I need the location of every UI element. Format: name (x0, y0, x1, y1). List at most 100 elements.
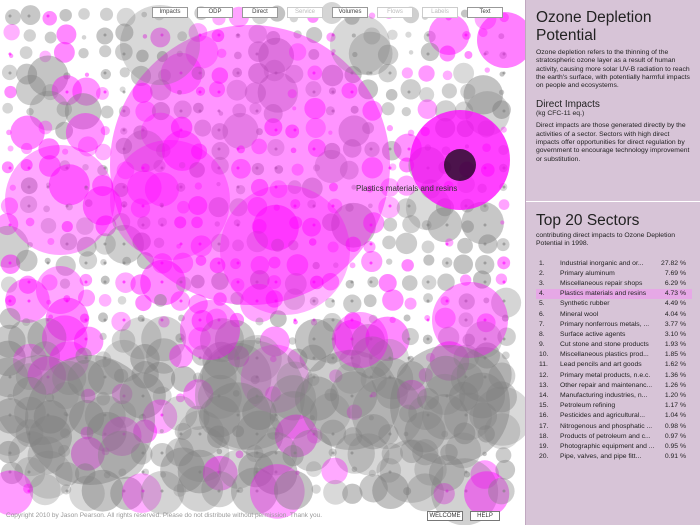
sector-bubble[interactable] (141, 413, 145, 417)
sector-bubble[interactable] (51, 381, 79, 410)
sector-bubble[interactable] (265, 386, 281, 402)
sector-bubble[interactable] (302, 217, 321, 237)
sector-bubble[interactable] (178, 314, 185, 322)
sector-bubble[interactable] (267, 275, 282, 290)
sector-bubble[interactable] (440, 443, 458, 462)
sector-bubble[interactable] (473, 270, 492, 289)
sector-bubble[interactable] (495, 459, 516, 480)
sector-bubble[interactable] (408, 395, 443, 430)
sector-bubble[interactable] (363, 212, 385, 234)
sector-bubble[interactable] (130, 274, 151, 295)
sector-bubble[interactable] (255, 166, 259, 170)
sector-bubble[interactable] (236, 261, 240, 265)
sector-bubble[interactable] (195, 340, 305, 450)
sector-bubble[interactable] (121, 473, 162, 514)
sector-bubble[interactable] (246, 230, 269, 253)
sector-bubble[interactable] (188, 196, 208, 216)
sector-bubble[interactable] (136, 49, 149, 63)
sector-bubble[interactable] (177, 465, 224, 512)
sector-bubble[interactable] (350, 299, 354, 303)
sector-bubble[interactable] (453, 422, 476, 445)
sector-bubble[interactable] (263, 59, 286, 82)
sector-bubble[interactable] (331, 90, 335, 94)
sector-bubble[interactable] (144, 172, 180, 207)
text-button[interactable]: Text (467, 7, 503, 18)
sector-bubble[interactable] (331, 49, 336, 54)
sector-bubble[interactable] (229, 312, 245, 328)
sector-bubble[interactable] (198, 71, 202, 75)
sector-bubble[interactable] (274, 414, 318, 458)
sector-bubble[interactable] (51, 75, 82, 106)
sector-bubble[interactable] (325, 106, 336, 116)
sector-bubble[interactable] (287, 89, 297, 99)
sector-bubble[interactable] (428, 13, 470, 56)
sector-bubble[interactable] (236, 489, 240, 493)
sector-bubble[interactable] (248, 41, 269, 62)
sector-bubble[interactable] (111, 383, 133, 405)
sector-bubble[interactable] (151, 102, 171, 121)
sector-bubble[interactable] (10, 115, 45, 150)
sector-bubble[interactable] (103, 90, 107, 94)
sector-bubble[interactable] (76, 236, 97, 257)
sector-bubble[interactable] (308, 48, 320, 60)
sector-bubble[interactable] (469, 402, 498, 430)
sector-bubble[interactable] (81, 35, 87, 40)
sector-bubble[interactable] (331, 432, 335, 436)
sector-bubble[interactable] (94, 143, 112, 161)
sector-bubble[interactable] (59, 278, 71, 289)
sector-bubble[interactable] (255, 394, 259, 398)
service-button[interactable]: Service (287, 7, 323, 18)
sector-bubble[interactable] (388, 375, 392, 379)
sector-bubble[interactable] (160, 280, 164, 284)
sector-bubble[interactable] (100, 275, 110, 285)
sector-bubble[interactable] (464, 299, 468, 303)
sector-bubble-large[interactable] (110, 25, 390, 305)
sector-bubble[interactable] (211, 156, 229, 175)
sector-bubble[interactable] (290, 147, 297, 154)
sector-bubble[interactable] (417, 99, 438, 120)
sector-bubble[interactable] (173, 426, 230, 483)
sector-bubble[interactable] (477, 425, 495, 443)
sector-bubble[interactable] (217, 90, 221, 94)
sector-bubble[interactable] (103, 33, 107, 37)
sector-bubble[interactable] (108, 400, 137, 429)
sector-bubble[interactable] (194, 182, 203, 190)
sector-bubble[interactable] (173, 484, 187, 497)
sector-bubble[interactable] (290, 199, 301, 210)
sector-bubble[interactable] (345, 203, 354, 212)
sector-bubble[interactable] (249, 102, 262, 115)
sector-bubble[interactable] (500, 126, 507, 133)
sector-bubble[interactable] (464, 489, 468, 493)
sector-bubble[interactable] (464, 51, 473, 59)
sector-bubble[interactable] (250, 270, 270, 290)
sector-bubble[interactable] (331, 299, 335, 303)
sector-bubble[interactable] (293, 451, 297, 455)
sector-bubble[interactable] (483, 297, 490, 304)
sector-bubble[interactable] (103, 471, 111, 479)
sector-bubble[interactable] (160, 451, 164, 455)
sector-bubble[interactable] (141, 394, 145, 398)
sector-bubble[interactable] (198, 470, 202, 474)
sector-bubble[interactable] (453, 254, 474, 275)
sector-bubble[interactable] (390, 345, 510, 465)
sector-bubble[interactable] (3, 24, 20, 41)
sector-bubble[interactable] (56, 101, 73, 117)
sector-bubble[interactable] (386, 125, 394, 132)
sector-bubble[interactable] (439, 45, 456, 62)
sector-bubble[interactable] (170, 366, 197, 392)
sector-bubble[interactable] (350, 451, 354, 455)
sector-bubble[interactable] (255, 451, 259, 455)
sector-bubble[interactable] (141, 204, 145, 208)
sector-bubble[interactable] (8, 375, 12, 379)
sector-bubble[interactable] (255, 317, 264, 326)
sector-bubble[interactable] (334, 433, 375, 474)
sector-bubble[interactable] (7, 393, 14, 401)
sector-bubble[interactable] (329, 182, 338, 192)
sector-bubble[interactable] (502, 109, 506, 113)
sector-bubble[interactable] (255, 280, 259, 284)
sector-bubble[interactable] (236, 33, 240, 37)
sector-bubble[interactable] (403, 487, 412, 496)
sector-bubble[interactable] (111, 311, 131, 332)
sector-bubble[interactable] (8, 166, 12, 170)
sector-bubble[interactable] (174, 422, 192, 440)
